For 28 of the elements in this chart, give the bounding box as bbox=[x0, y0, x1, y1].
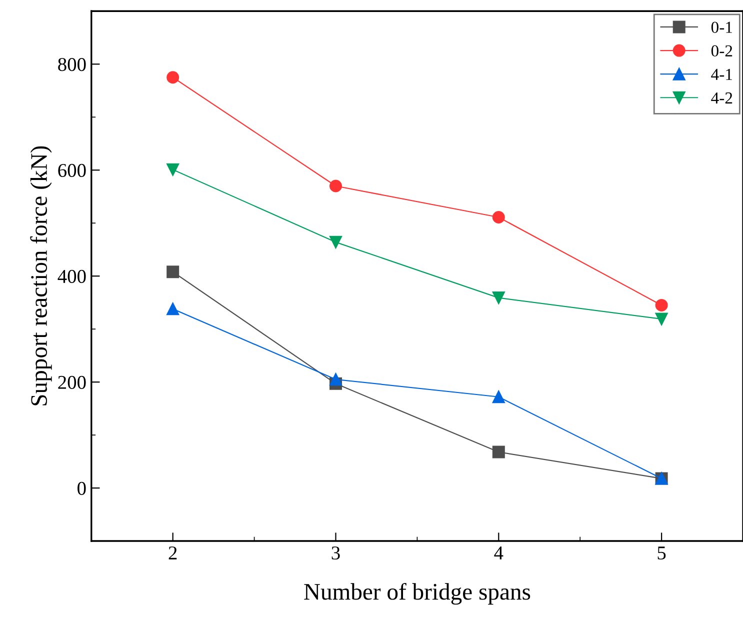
x-tick-label: 5 bbox=[658, 546, 666, 560]
point bbox=[166, 71, 180, 84]
y-axis-title: Support reaction force (kN) bbox=[30, 146, 52, 406]
point bbox=[492, 292, 505, 304]
y-tick-label: 200 bbox=[58, 376, 86, 389]
point bbox=[492, 390, 505, 404]
point bbox=[655, 298, 668, 312]
y-tick-label: 600 bbox=[58, 164, 86, 178]
legend-label: 4-2 bbox=[711, 92, 732, 104]
x-tick-label: 4 bbox=[494, 546, 504, 560]
legend-label: 4-1 bbox=[711, 68, 732, 80]
point bbox=[166, 302, 180, 316]
legend-label: 0-1 bbox=[711, 22, 732, 33]
x-tick-label: 3 bbox=[332, 546, 340, 560]
y-tick-label: 800 bbox=[58, 58, 86, 72]
point bbox=[329, 373, 342, 386]
point bbox=[329, 180, 342, 192]
x-tick-label: 2 bbox=[168, 546, 177, 560]
point bbox=[166, 266, 180, 278]
x-axis-title: Number of bridge spans bbox=[304, 582, 530, 605]
point bbox=[166, 163, 180, 176]
point bbox=[492, 446, 505, 458]
point bbox=[492, 211, 505, 224]
y-tick-label: 0 bbox=[78, 482, 86, 495]
legend-label: 0-2 bbox=[711, 45, 732, 57]
point bbox=[655, 312, 668, 326]
point bbox=[329, 236, 342, 248]
y-tick-label: 400 bbox=[58, 270, 86, 284]
